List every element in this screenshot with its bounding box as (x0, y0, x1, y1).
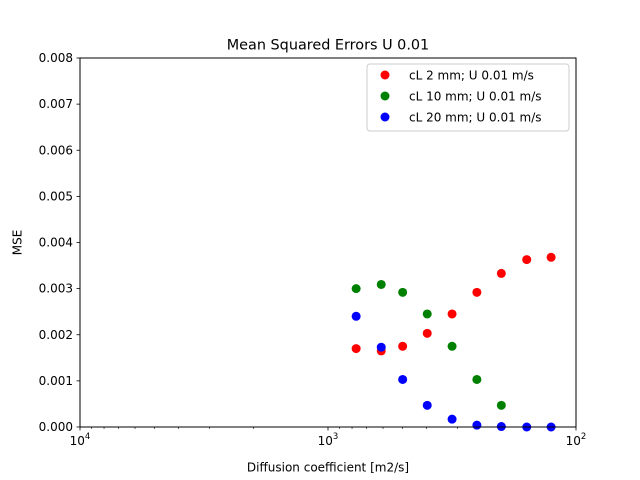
legend: cL 2 mm; U 0.01 m/s cL 10 mm; U 0.01 m/s c… (366, 63, 570, 132)
x-tick-label: 102 (566, 432, 587, 448)
data-point (351, 311, 361, 321)
legend-marker (380, 91, 390, 101)
data-point (472, 287, 482, 297)
data-point (351, 284, 361, 294)
y-tick-label: 0.001 (39, 374, 73, 388)
x-tick-label: 104 (70, 432, 91, 448)
y-tick-label: 0.007 (39, 97, 73, 111)
y-tick-label: 0.006 (39, 143, 73, 157)
legend-label: cL 10 mm; U 0.01 m/s (409, 90, 542, 104)
legend-box (366, 63, 570, 132)
data-point (472, 374, 482, 384)
chart-title: Mean Squared Errors U 0.01 (227, 38, 429, 54)
legend-marker (380, 70, 390, 80)
data-point (351, 344, 361, 354)
data-point (398, 374, 408, 384)
data-point (398, 341, 408, 351)
data-point (472, 420, 482, 430)
data-points (351, 252, 556, 432)
y-tick-label: 0.002 (39, 328, 73, 342)
data-point (376, 279, 386, 289)
y-tick-label: 0.003 (39, 282, 73, 296)
data-point (522, 255, 532, 265)
axis-ticks: 0.000 0.001 0.002 0.003 0.004 0.005 0.006 0.007… (39, 51, 587, 448)
data-point (496, 400, 506, 410)
data-point (447, 414, 457, 424)
data-point (447, 341, 457, 351)
x-axis-label: Diffusion coefficient [m2/s] (247, 461, 409, 475)
data-point (376, 342, 386, 352)
y-tick-label: 0.000 (39, 420, 73, 434)
x-tick-label: 103 (318, 432, 339, 448)
data-point (496, 268, 506, 278)
y-tick-label: 0.004 (39, 236, 73, 250)
data-point (447, 309, 457, 319)
y-axis-label: MSE (11, 230, 25, 256)
y-tick-label: 0.005 (39, 189, 73, 203)
data-point (422, 309, 432, 319)
y-tick-label: 0.008 (39, 51, 73, 65)
data-point (546, 252, 556, 262)
legend-marker (380, 112, 390, 122)
data-point (398, 287, 408, 297)
data-point (422, 328, 432, 338)
legend-label: cL 20 mm; U 0.01 m/s (409, 111, 542, 125)
plot-area-frame (79, 57, 577, 428)
data-point (422, 400, 432, 410)
legend-label: cL 2 mm; U 0.01 m/s (409, 69, 534, 83)
